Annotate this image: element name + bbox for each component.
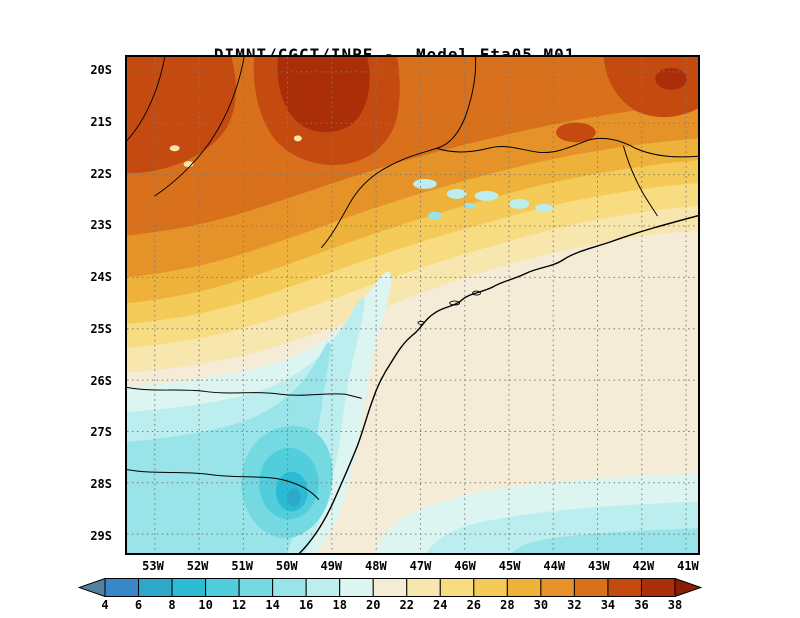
cool-patch bbox=[446, 188, 467, 199]
colorbar-tick-label: 4 bbox=[101, 598, 109, 612]
colorbar-segment-36-38 bbox=[640, 578, 676, 597]
colorbar-segment-14-16 bbox=[272, 578, 307, 597]
lat-tick-label: 27S bbox=[90, 425, 112, 440]
colorbar-segment-20-22 bbox=[372, 578, 408, 597]
gridlines bbox=[127, 57, 698, 553]
lat-tick-label: 25S bbox=[90, 321, 112, 336]
colorbar-segment-12-14 bbox=[238, 578, 274, 597]
temp-region-34-36-patch bbox=[555, 122, 596, 143]
colorbar-segment-10-12 bbox=[205, 578, 240, 597]
temp-region-36-38-core bbox=[277, 57, 370, 133]
colorbar-segment-34-36 bbox=[607, 578, 642, 597]
island bbox=[449, 300, 461, 306]
colorbar-segment-8-10 bbox=[171, 578, 207, 597]
river-line bbox=[127, 57, 166, 141]
colorbar-tick-label: 10 bbox=[198, 598, 213, 612]
lon-tick-label: 41W bbox=[677, 559, 699, 573]
speck bbox=[293, 135, 302, 142]
cool-valley-patches bbox=[412, 179, 554, 220]
cool-patch bbox=[474, 190, 499, 201]
lon-tick-label: 51W bbox=[231, 559, 253, 573]
colorbar-segment-30-32 bbox=[540, 578, 575, 597]
lon-tick-label: 47W bbox=[409, 559, 432, 573]
speck bbox=[169, 145, 180, 152]
river-line bbox=[154, 57, 245, 197]
colorbar-tick-label: 30 bbox=[533, 598, 549, 612]
colorbar-segment-4-6 bbox=[104, 578, 140, 597]
colorbar-tick-label: 32 bbox=[567, 598, 582, 612]
cool-patch bbox=[412, 179, 437, 189]
colorbar-tick-label: 36 bbox=[634, 598, 649, 612]
colorbar-tick-label: 8 bbox=[168, 598, 176, 612]
temp-region-36-38-northeast bbox=[655, 67, 688, 90]
colorbar-tick-label: 38 bbox=[667, 598, 683, 612]
cool-patch bbox=[427, 211, 442, 220]
colorbar-svg bbox=[77, 577, 703, 598]
state-border-rj-sp bbox=[623, 145, 658, 217]
lat-tick-label: 24S bbox=[90, 270, 112, 285]
lat-tick-label: 29S bbox=[90, 529, 112, 544]
lon-tick-label: 53W bbox=[142, 559, 164, 573]
island bbox=[417, 320, 425, 325]
colorbar-segment-28-30 bbox=[506, 578, 542, 597]
lon-tick-label: 42W bbox=[632, 559, 655, 573]
colorbar-segment-26-28 bbox=[473, 578, 508, 597]
colorbar-tick-label: 14 bbox=[265, 598, 280, 612]
temperature-field-map bbox=[127, 57, 698, 553]
colorbar-segment-24-26 bbox=[439, 578, 475, 597]
lon-tick-label: 43W bbox=[587, 559, 610, 573]
lon-tick-label: 52W bbox=[186, 559, 209, 573]
colorbar-tick-label: 28 bbox=[500, 598, 515, 612]
colorbar-segment-16-18 bbox=[305, 578, 341, 597]
lon-tick-label: 50W bbox=[275, 559, 298, 573]
temp-region-14-16-ocean bbox=[512, 528, 698, 553]
colorbar-tick-label: 22 bbox=[399, 598, 414, 612]
lat-tick-label: 26S bbox=[90, 373, 112, 388]
lat-tick-label: 21S bbox=[90, 114, 112, 129]
lat-tick-label: 20S bbox=[90, 63, 112, 77]
cool-patch bbox=[463, 202, 476, 209]
map-frame bbox=[125, 55, 700, 555]
lon-tick-label: 49W bbox=[320, 559, 343, 573]
colorbar-over-arrow bbox=[674, 577, 703, 598]
geography-overlays bbox=[127, 57, 698, 553]
state-border-sp-pr bbox=[127, 386, 362, 399]
temp-region-6-8-core bbox=[286, 488, 301, 507]
coastline bbox=[299, 215, 698, 553]
colorbar-tick-label: 20 bbox=[366, 598, 381, 612]
colorbar-under-arrow bbox=[77, 577, 106, 598]
colorbar-segment-32-34 bbox=[573, 578, 609, 597]
colorbar-tick-label: 34 bbox=[600, 598, 616, 612]
colorbar-tick-label: 12 bbox=[231, 598, 247, 612]
colorbar-tick-label: 6 bbox=[134, 598, 143, 612]
colorbar-tick-label: 18 bbox=[332, 598, 347, 612]
lon-tick-label: 48W bbox=[365, 559, 387, 573]
cool-patch bbox=[509, 198, 530, 209]
colorbar-tick-label: 24 bbox=[433, 598, 448, 612]
state-border-mg-east bbox=[436, 137, 698, 158]
colorbar-segment-22-24 bbox=[406, 578, 441, 597]
lon-tick-label: 46W bbox=[454, 559, 476, 573]
lat-tick-label: 28S bbox=[90, 477, 112, 492]
state-border-pr-sc bbox=[127, 469, 320, 500]
state-border-mg-sp bbox=[321, 57, 477, 248]
island bbox=[472, 290, 481, 296]
lat-tick-label: 23S bbox=[90, 218, 112, 233]
colorbar-segment-6-8 bbox=[138, 578, 173, 597]
colorbar bbox=[77, 577, 703, 598]
lon-tick-label: 44W bbox=[543, 559, 566, 573]
colorbar-segment-18-20 bbox=[339, 578, 374, 597]
lat-tick-label: 22S bbox=[90, 166, 112, 181]
colorbar-tick-label: 26 bbox=[466, 598, 482, 612]
lon-tick-label: 45W bbox=[498, 559, 521, 573]
cool-patch bbox=[535, 203, 554, 212]
colorbar-tick-label: 16 bbox=[298, 598, 314, 612]
